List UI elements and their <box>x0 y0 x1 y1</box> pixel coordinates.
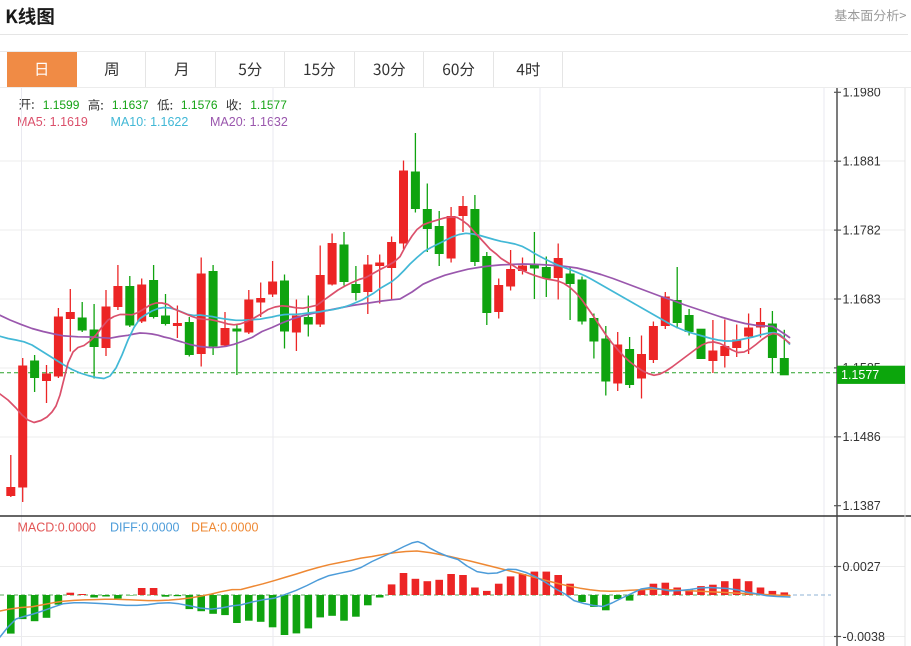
svg-text:1.1683: 1.1683 <box>843 292 881 306</box>
svg-text:-0.0038: -0.0038 <box>843 630 885 644</box>
svg-text:DEA:0.0000: DEA:0.0000 <box>191 521 258 535</box>
svg-text:1.1486: 1.1486 <box>843 430 881 444</box>
svg-text:1.1577: 1.1577 <box>841 368 879 382</box>
svg-text:MACD:0.0000: MACD:0.0000 <box>18 521 97 535</box>
svg-text:1.1387: 1.1387 <box>843 499 881 513</box>
svg-text:DIFF:0.0000: DIFF:0.0000 <box>110 521 180 535</box>
svg-text:0.0027: 0.0027 <box>843 560 881 574</box>
svg-text:1.1881: 1.1881 <box>843 155 881 169</box>
svg-text:1.1782: 1.1782 <box>843 223 881 237</box>
svg-text:1.1980: 1.1980 <box>843 88 881 100</box>
